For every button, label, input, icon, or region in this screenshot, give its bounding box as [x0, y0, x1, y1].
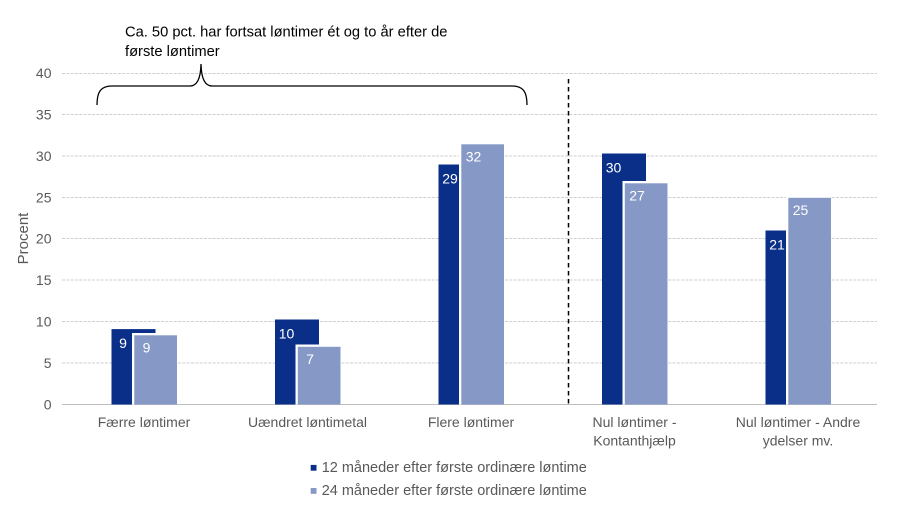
svg-text:9: 9: [119, 335, 127, 351]
svg-text:første løntimer: første løntimer: [125, 44, 220, 60]
svg-text:Ca. 50 pct. har fortsat løntim: Ca. 50 pct. har fortsat løntimer ét og t…: [125, 25, 447, 41]
svg-text:7: 7: [306, 351, 314, 367]
svg-text:Nul løntimer -: Nul løntimer -: [592, 414, 676, 430]
svg-text:35: 35: [36, 107, 52, 123]
svg-text:12 måneder efter første ordinæ: 12 måneder efter første ordinære løntime: [322, 460, 587, 476]
svg-text:5: 5: [44, 355, 52, 371]
svg-text:0: 0: [44, 397, 52, 413]
svg-text:Flere løntimer: Flere løntimer: [428, 414, 515, 430]
svg-text:10: 10: [36, 314, 52, 330]
svg-text:Uændret løntimetal: Uændret løntimetal: [248, 414, 367, 430]
svg-text:29: 29: [442, 171, 458, 187]
svg-text:Færre løntimer: Færre løntimer: [98, 414, 191, 430]
svg-text:40: 40: [36, 65, 52, 81]
svg-text:Procent: Procent: [15, 212, 32, 265]
svg-text:30: 30: [606, 160, 622, 176]
svg-text:Kontanthjælp: Kontanthjælp: [593, 433, 676, 449]
svg-text:30: 30: [36, 148, 52, 164]
svg-text:Nul løntimer - Andre: Nul løntimer - Andre: [736, 414, 861, 430]
svg-text:20: 20: [36, 231, 52, 247]
svg-text:15: 15: [36, 272, 52, 288]
svg-text:21: 21: [769, 237, 785, 253]
svg-text:24 måneder efter første ordinæ: 24 måneder efter første ordinære løntime: [322, 483, 587, 499]
svg-text:25: 25: [36, 190, 52, 206]
svg-text:25: 25: [793, 202, 809, 218]
svg-text:32: 32: [466, 149, 482, 165]
svg-text:ydelser mv.: ydelser mv.: [763, 433, 834, 449]
svg-text:10: 10: [279, 326, 295, 342]
svg-text:9: 9: [143, 340, 151, 356]
svg-text:27: 27: [629, 188, 645, 204]
